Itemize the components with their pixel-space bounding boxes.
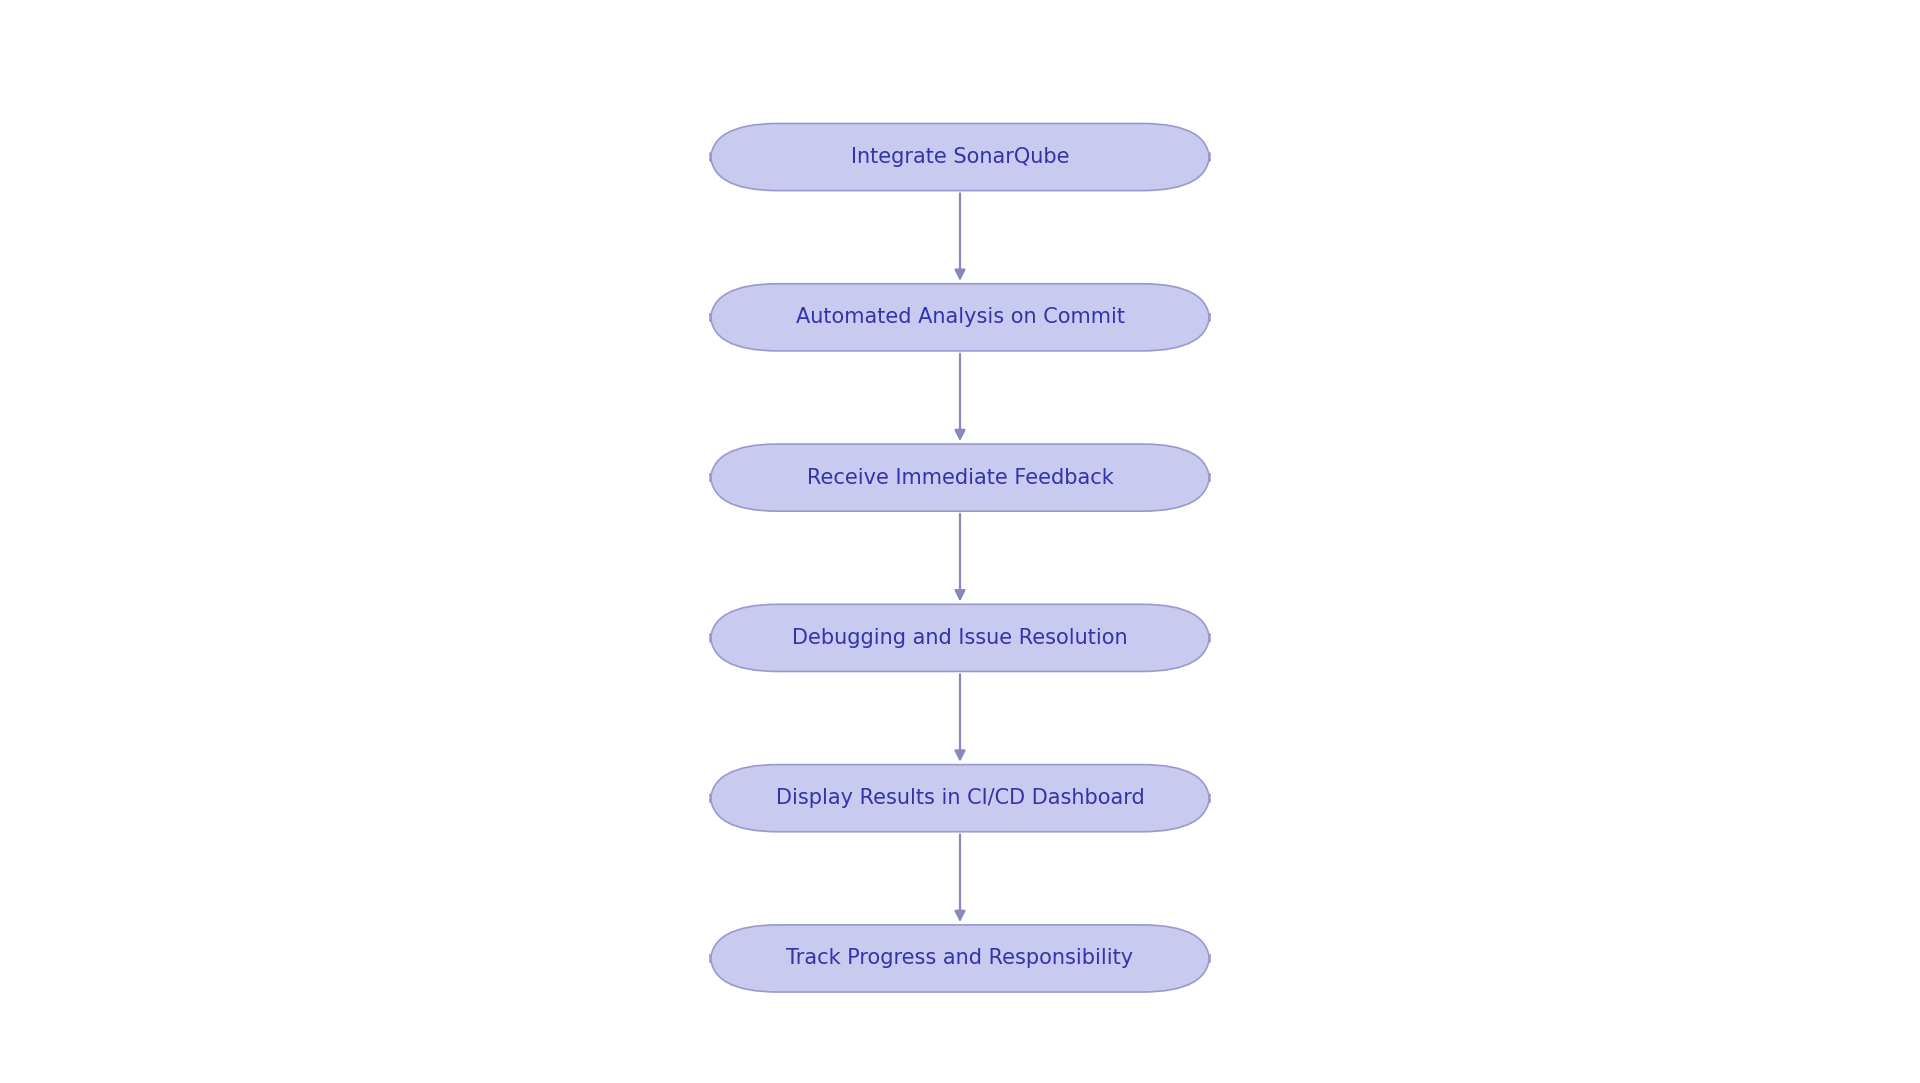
Text: Debugging and Issue Resolution: Debugging and Issue Resolution: [793, 628, 1127, 648]
Text: Automated Analysis on Commit: Automated Analysis on Commit: [795, 308, 1125, 327]
FancyBboxPatch shape: [710, 284, 1210, 351]
FancyBboxPatch shape: [710, 123, 1210, 191]
FancyBboxPatch shape: [710, 444, 1210, 511]
FancyBboxPatch shape: [710, 604, 1210, 671]
Text: Receive Immediate Feedback: Receive Immediate Feedback: [806, 468, 1114, 487]
Text: Integrate SonarQube: Integrate SonarQube: [851, 147, 1069, 167]
FancyBboxPatch shape: [710, 765, 1210, 832]
FancyBboxPatch shape: [710, 925, 1210, 992]
Text: Display Results in CI/CD Dashboard: Display Results in CI/CD Dashboard: [776, 788, 1144, 808]
Text: Track Progress and Responsibility: Track Progress and Responsibility: [787, 949, 1133, 968]
